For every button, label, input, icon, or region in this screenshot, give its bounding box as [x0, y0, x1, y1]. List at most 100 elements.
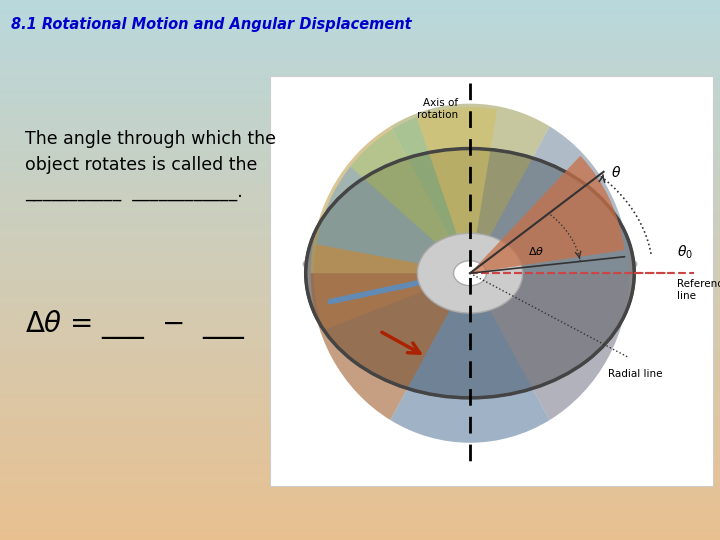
Bar: [0, 491, 720, 494]
Bar: [0, 200, 720, 202]
Bar: [0, 132, 720, 135]
Bar: [0, 400, 720, 402]
Bar: [0, 0, 720, 3]
Bar: [0, 343, 720, 346]
Bar: [0, 265, 720, 267]
Bar: [0, 43, 720, 46]
Bar: [0, 529, 720, 532]
Bar: [0, 262, 720, 265]
Bar: [0, 40, 720, 43]
Bar: [0, 275, 720, 278]
Bar: [0, 510, 720, 513]
Bar: [0, 359, 720, 362]
Bar: [0, 286, 720, 289]
Bar: [0, 16, 720, 19]
Bar: [0, 192, 720, 194]
Bar: [0, 51, 720, 54]
Bar: [0, 270, 720, 273]
Bar: [0, 238, 720, 240]
Bar: [0, 389, 720, 392]
Bar: [0, 194, 720, 197]
Bar: [0, 437, 720, 440]
Bar: [0, 30, 720, 32]
Bar: [0, 329, 720, 332]
Bar: [0, 356, 720, 359]
Bar: [0, 397, 720, 400]
Bar: [0, 105, 720, 108]
Bar: [0, 486, 720, 489]
Bar: [0, 472, 720, 475]
Bar: [0, 505, 720, 508]
Bar: [0, 418, 720, 421]
Bar: [0, 351, 720, 354]
Bar: [0, 100, 720, 103]
Bar: [0, 464, 720, 467]
Bar: [0, 448, 720, 451]
Bar: [0, 24, 720, 27]
Bar: [0, 456, 720, 459]
Bar: [0, 27, 720, 30]
Bar: [0, 227, 720, 229]
Bar: [0, 483, 720, 486]
Bar: [270, 76, 713, 486]
Bar: [0, 178, 720, 181]
Bar: [0, 221, 720, 224]
Bar: [0, 410, 720, 413]
Bar: [0, 367, 720, 370]
Bar: [0, 119, 720, 122]
Bar: [0, 135, 720, 138]
Bar: [0, 81, 720, 84]
Bar: [0, 256, 720, 259]
Bar: [0, 459, 720, 462]
Bar: [0, 205, 720, 208]
Bar: [0, 59, 720, 62]
Bar: [0, 316, 720, 319]
Bar: [0, 321, 720, 324]
Text: The angle through which the
object rotates is called the
___________  __________: The angle through which the object rotat…: [25, 130, 276, 201]
Bar: [0, 167, 720, 170]
Bar: [0, 32, 720, 35]
Bar: [0, 429, 720, 432]
Bar: [0, 240, 720, 243]
Bar: [0, 537, 720, 540]
Bar: [0, 335, 720, 338]
Bar: [0, 202, 720, 205]
Bar: [0, 127, 720, 130]
Bar: [0, 219, 720, 221]
Bar: [0, 176, 720, 178]
Bar: [0, 138, 720, 140]
Bar: [0, 235, 720, 238]
Bar: [0, 516, 720, 518]
Bar: [0, 402, 720, 405]
Bar: [0, 122, 720, 124]
Bar: [0, 413, 720, 416]
Bar: [0, 35, 720, 38]
Bar: [0, 273, 720, 275]
Bar: [0, 310, 720, 313]
Bar: [0, 243, 720, 246]
Bar: [0, 392, 720, 394]
Bar: [0, 524, 720, 526]
Bar: [0, 354, 720, 356]
Bar: [0, 92, 720, 94]
Bar: [0, 421, 720, 424]
Bar: [0, 113, 720, 116]
Bar: [0, 440, 720, 443]
Bar: [0, 154, 720, 157]
Bar: [0, 364, 720, 367]
Bar: [0, 189, 720, 192]
Bar: [0, 146, 720, 148]
Bar: [0, 386, 720, 389]
Bar: [0, 470, 720, 472]
Bar: [0, 267, 720, 270]
Bar: [0, 3, 720, 5]
Bar: [0, 435, 720, 437]
Bar: [0, 97, 720, 100]
Bar: [0, 373, 720, 375]
Bar: [0, 475, 720, 478]
Bar: [0, 302, 720, 305]
Bar: [0, 327, 720, 329]
Bar: [0, 443, 720, 445]
Bar: [0, 173, 720, 176]
Bar: [0, 338, 720, 340]
